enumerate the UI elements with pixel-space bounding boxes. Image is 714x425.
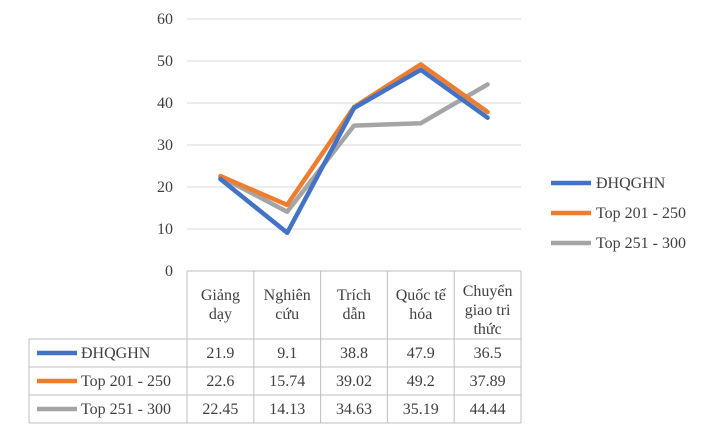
category-label: dạy [209,306,232,323]
category-label: hóa [409,306,432,323]
series-line-top-251-300 [218,82,490,214]
table-value: 34.63 [336,401,372,418]
table-value: 22.45 [202,401,238,418]
table-value: 36.5 [474,345,502,362]
table-value: 38.8 [340,345,368,362]
y-tick-label: 60 [157,11,173,28]
table-value: 15.74 [269,373,305,390]
table-value: 44.44 [470,401,506,418]
legend: ĐHQGHN Top 201 - 250 Top 251 - 300 [551,175,686,252]
y-axis: 0 10 20 30 40 50 60 [157,11,173,280]
category-label: Giảng [201,287,240,304]
y-tick-label: 10 [157,221,173,238]
y-tick-label: 30 [157,137,173,154]
table-value: 35.19 [403,401,439,418]
category-label: Trích [337,287,371,304]
category-label: cứu [275,306,299,323]
category-label: Quốc tế [396,287,447,304]
category-label: dẫn [342,306,365,323]
series-line-top-201-250 [218,62,490,208]
table-value: 21.9 [206,345,234,362]
table-value: 37.89 [470,373,506,390]
table-row-label: Top 201 - 250 [81,373,171,390]
table-row-label: ĐHQGHN [81,345,151,362]
category-label: Nghiên [264,287,311,304]
table-value: 47.9 [407,345,435,362]
table-value: 14.13 [269,401,305,418]
legend-label: Top 201 - 250 [596,205,686,222]
legend-label: Top 251 - 300 [596,235,686,252]
y-tick-label: 0 [165,263,173,280]
category-label: thức [473,321,501,338]
y-tick-label: 50 [157,53,173,70]
y-tick-label: 20 [157,179,173,196]
table-row-label: Top 251 - 300 [81,401,171,418]
series-line-hqghn [218,67,490,236]
legend-label: ĐHQGHN [596,175,666,192]
category-label: giao tri [465,302,511,319]
table-value: 49.2 [407,373,435,390]
table-value: 9.1 [277,345,297,362]
data-table: Giảng dạy Nghiên cứu Trích dẫn Quốc tế hóa Chuyể… [28,270,522,424]
series-lines [218,62,490,236]
category-label: Chuyển [463,283,513,300]
table-value: 22.6 [206,373,234,390]
y-tick-label: 40 [157,95,173,112]
table-value: 39.02 [336,373,372,390]
